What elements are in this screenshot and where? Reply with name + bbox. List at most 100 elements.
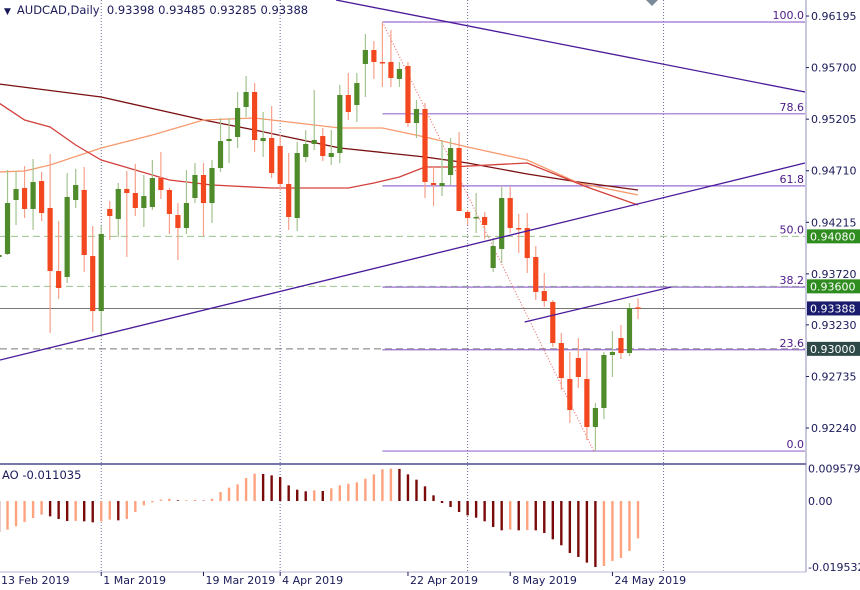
- price-tick-label: 0.92240: [811, 422, 857, 435]
- candle: [541, 273, 547, 307]
- candle: [183, 170, 190, 234]
- symbol-label: AUDCAD,Daily: [16, 3, 100, 17]
- triangle-down-icon[interactable]: ▼: [4, 7, 11, 17]
- candle: [311, 90, 317, 150]
- candle-body: [115, 188, 121, 219]
- candle-body: [124, 188, 130, 194]
- candle-body: [362, 50, 368, 64]
- candle: [132, 163, 138, 217]
- fib-level-label: 50.0: [780, 224, 805, 237]
- candle-body: [456, 148, 462, 212]
- candle: [64, 173, 70, 284]
- moving-average-line: [0, 83, 639, 191]
- candle: [303, 130, 309, 162]
- candle: [345, 73, 351, 120]
- candle-body: [30, 181, 36, 209]
- candle: [405, 61, 411, 127]
- fib-level-label: 38.2: [780, 274, 805, 287]
- price-tick-label: 0.94710: [811, 165, 857, 178]
- candle-body: [73, 185, 79, 200]
- candle-body: [465, 211, 471, 219]
- candle: [234, 91, 241, 149]
- price-tick-label: 0.92735: [811, 370, 857, 383]
- candle-body: [575, 358, 581, 377]
- descending-trendline: [335, 0, 806, 93]
- candle: [217, 118, 224, 172]
- price-tick-label: 0.94215: [811, 216, 857, 229]
- fib-level-label: 61.8: [780, 173, 805, 186]
- candle-body: [47, 208, 53, 272]
- time-tick-label: 4 Apr 2019: [282, 574, 343, 587]
- candle-body: [447, 148, 454, 175]
- candle-body: [524, 228, 530, 259]
- candle: [490, 238, 496, 273]
- candle-body: [200, 175, 207, 204]
- time-tick-label: 13 Feb 2019: [1, 574, 69, 587]
- candle-body: [90, 256, 96, 312]
- candle-body: [592, 408, 598, 427]
- price-axis-bg: [806, 0, 860, 590]
- candle-body: [533, 256, 539, 292]
- ao-tick-label: 0.009579: [808, 463, 860, 476]
- candle: [39, 171, 45, 222]
- candle-body: [252, 91, 258, 140]
- candle: [618, 325, 624, 359]
- candle-body: [618, 338, 624, 354]
- candle: [149, 160, 155, 210]
- candle: [21, 166, 28, 219]
- ao-tick-label: -0.019532: [808, 561, 860, 574]
- candle-body: [405, 66, 411, 124]
- candle-body: [609, 351, 616, 355]
- candle-body: [107, 208, 113, 217]
- candle-body: [209, 168, 215, 204]
- candle: [499, 186, 505, 264]
- ao-tick-label: 0.00: [808, 495, 833, 508]
- candle-body: [567, 378, 573, 410]
- candle: [260, 111, 266, 157]
- candle-body: [183, 203, 190, 229]
- candle-body: [4, 203, 11, 254]
- chart-shift-marker-icon[interactable]: [646, 0, 658, 6]
- candle: [396, 61, 403, 87]
- candle: [635, 298, 641, 320]
- candle: [337, 85, 343, 164]
- price-tick-label: 0.93720: [811, 268, 857, 281]
- candle: [226, 118, 232, 164]
- candle: [558, 333, 564, 390]
- candle-body: [354, 83, 360, 105]
- candle: [158, 151, 164, 199]
- candle-body: [379, 61, 385, 64]
- candle-body: [371, 50, 377, 62]
- candle-body: [192, 175, 198, 199]
- price-level-tag: [807, 341, 860, 356]
- candle-body: [584, 378, 590, 427]
- candle-body: [39, 181, 45, 214]
- candle-body: [81, 190, 87, 255]
- candle: [286, 153, 292, 230]
- candle-body: [473, 216, 479, 219]
- candle-body: [320, 136, 326, 157]
- price-tick-label: 0.96195: [811, 10, 857, 23]
- candle-body: [482, 216, 488, 225]
- candle-body: [56, 271, 62, 289]
- candle-body: [149, 178, 155, 207]
- candle-body: [626, 308, 633, 354]
- candle: [98, 226, 104, 337]
- ohlc-readout: 0.93398 0.93485 0.93285 0.93388: [106, 3, 309, 17]
- candle-body: [635, 307, 641, 309]
- moving-average-line: [0, 102, 639, 206]
- candle: [294, 141, 300, 232]
- candle: [73, 168, 79, 209]
- price-level-tag-label: 0.94080: [810, 230, 856, 243]
- chart-header: ▼ AUDCAD,Daily 0.93398 0.93485 0.93285 0.…: [4, 3, 308, 17]
- candle: [584, 351, 590, 440]
- candle-body: [490, 246, 496, 269]
- candle-body: [175, 215, 181, 229]
- fib-level-label: 23.6: [780, 337, 805, 350]
- candle: [269, 106, 275, 179]
- candle-body: [166, 190, 172, 214]
- candle: [456, 131, 462, 212]
- price-tick-label: 0.95205: [811, 113, 857, 126]
- time-tick-label: 8 May 2019: [512, 574, 577, 587]
